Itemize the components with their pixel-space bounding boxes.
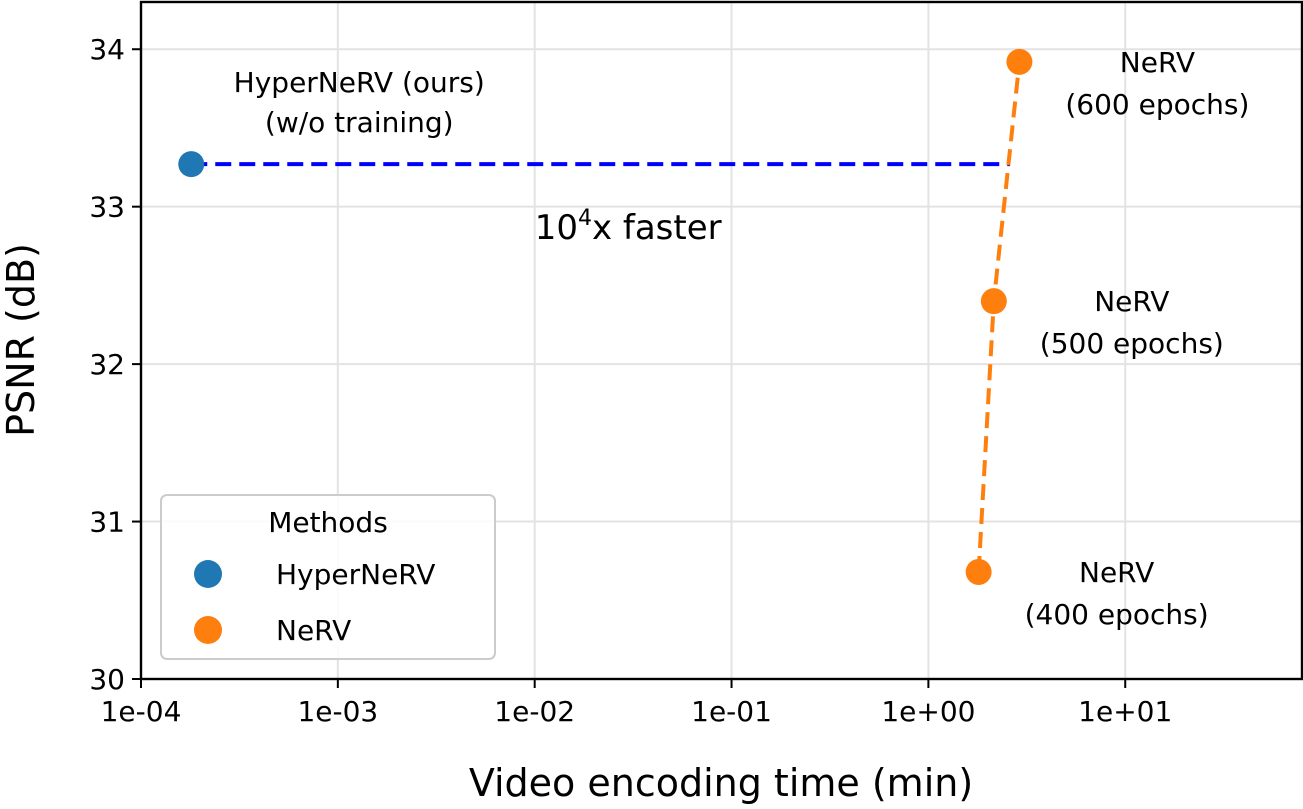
point-hypernerv-0 (178, 151, 205, 178)
annotation-nerv-0-line1: NeRV (1079, 556, 1154, 589)
annotation-hypernerv-line1: HyperNeRV (ours) (234, 66, 485, 99)
speedup-annotation: 104x faster (535, 206, 722, 248)
y-tick-label-3: 33 (89, 191, 125, 224)
point-nerv-0 (965, 558, 992, 585)
y-tick-label-4: 34 (89, 33, 125, 66)
x-tick-label-1: 1e-03 (297, 695, 378, 728)
legend-marker-hypernerv (194, 560, 222, 588)
point-nerv-2 (1006, 48, 1033, 75)
y-tick-label-2: 32 (89, 348, 125, 381)
legend-label-nerv: NeRV (276, 614, 351, 647)
point-nerv-1 (980, 288, 1007, 315)
y-axis-title: PSNR (dB) (0, 243, 43, 437)
plot-frame (139, 0, 1303, 681)
x-axis-title: Video encoding time (min) (469, 761, 973, 805)
axes: 1e-04 1e-03 1e-02 1e-01 1e+00 1e+01 30 31 32 33 34 (89, 0, 1303, 728)
plot-marks (178, 48, 1033, 585)
x-tick-label-2: 1e-02 (494, 695, 575, 728)
y-tick-label-0: 30 (89, 663, 125, 696)
x-tick-label-3: 1e-01 (691, 695, 772, 728)
annotation-nerv-1-line1: NeRV (1094, 285, 1169, 318)
annotation-nerv-2-line2: (600 epochs) (1065, 88, 1249, 121)
annotation-nerv-2-line1: NeRV (1120, 46, 1195, 79)
legend-box (160, 494, 496, 660)
x-tick-label-5: 1e+01 (1078, 695, 1172, 728)
annotation-hypernerv-line2: (w/o training) (265, 106, 454, 139)
legend-marker-nerv (194, 616, 222, 644)
x-tick-label-4: 1e+00 (881, 695, 975, 728)
x-tick-label-0: 1e-04 (101, 695, 182, 728)
annotation-nerv-0-line2: (400 epochs) (1025, 598, 1209, 631)
annotations: HyperNeRV (ours) (w/o training) NeRV (400 e… (234, 46, 1250, 631)
legend: Methods HyperNeRV NeRV (160, 494, 496, 660)
legend-title: Methods (268, 506, 388, 539)
y-tick-label-1: 31 (89, 506, 125, 539)
annotation-nerv-1-line2: (500 epochs) (1040, 327, 1224, 360)
legend-label-hypernerv: HyperNeRV (276, 558, 435, 591)
